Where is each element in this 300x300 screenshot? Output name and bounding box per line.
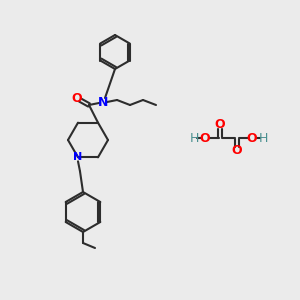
Text: O: O xyxy=(232,145,242,158)
Text: O: O xyxy=(215,118,225,131)
Text: H: H xyxy=(258,131,268,145)
Text: H: H xyxy=(189,131,199,145)
Text: O: O xyxy=(247,131,257,145)
Text: N: N xyxy=(74,152,82,162)
Text: O: O xyxy=(72,92,82,106)
Text: N: N xyxy=(98,95,108,109)
Text: O: O xyxy=(200,131,210,145)
